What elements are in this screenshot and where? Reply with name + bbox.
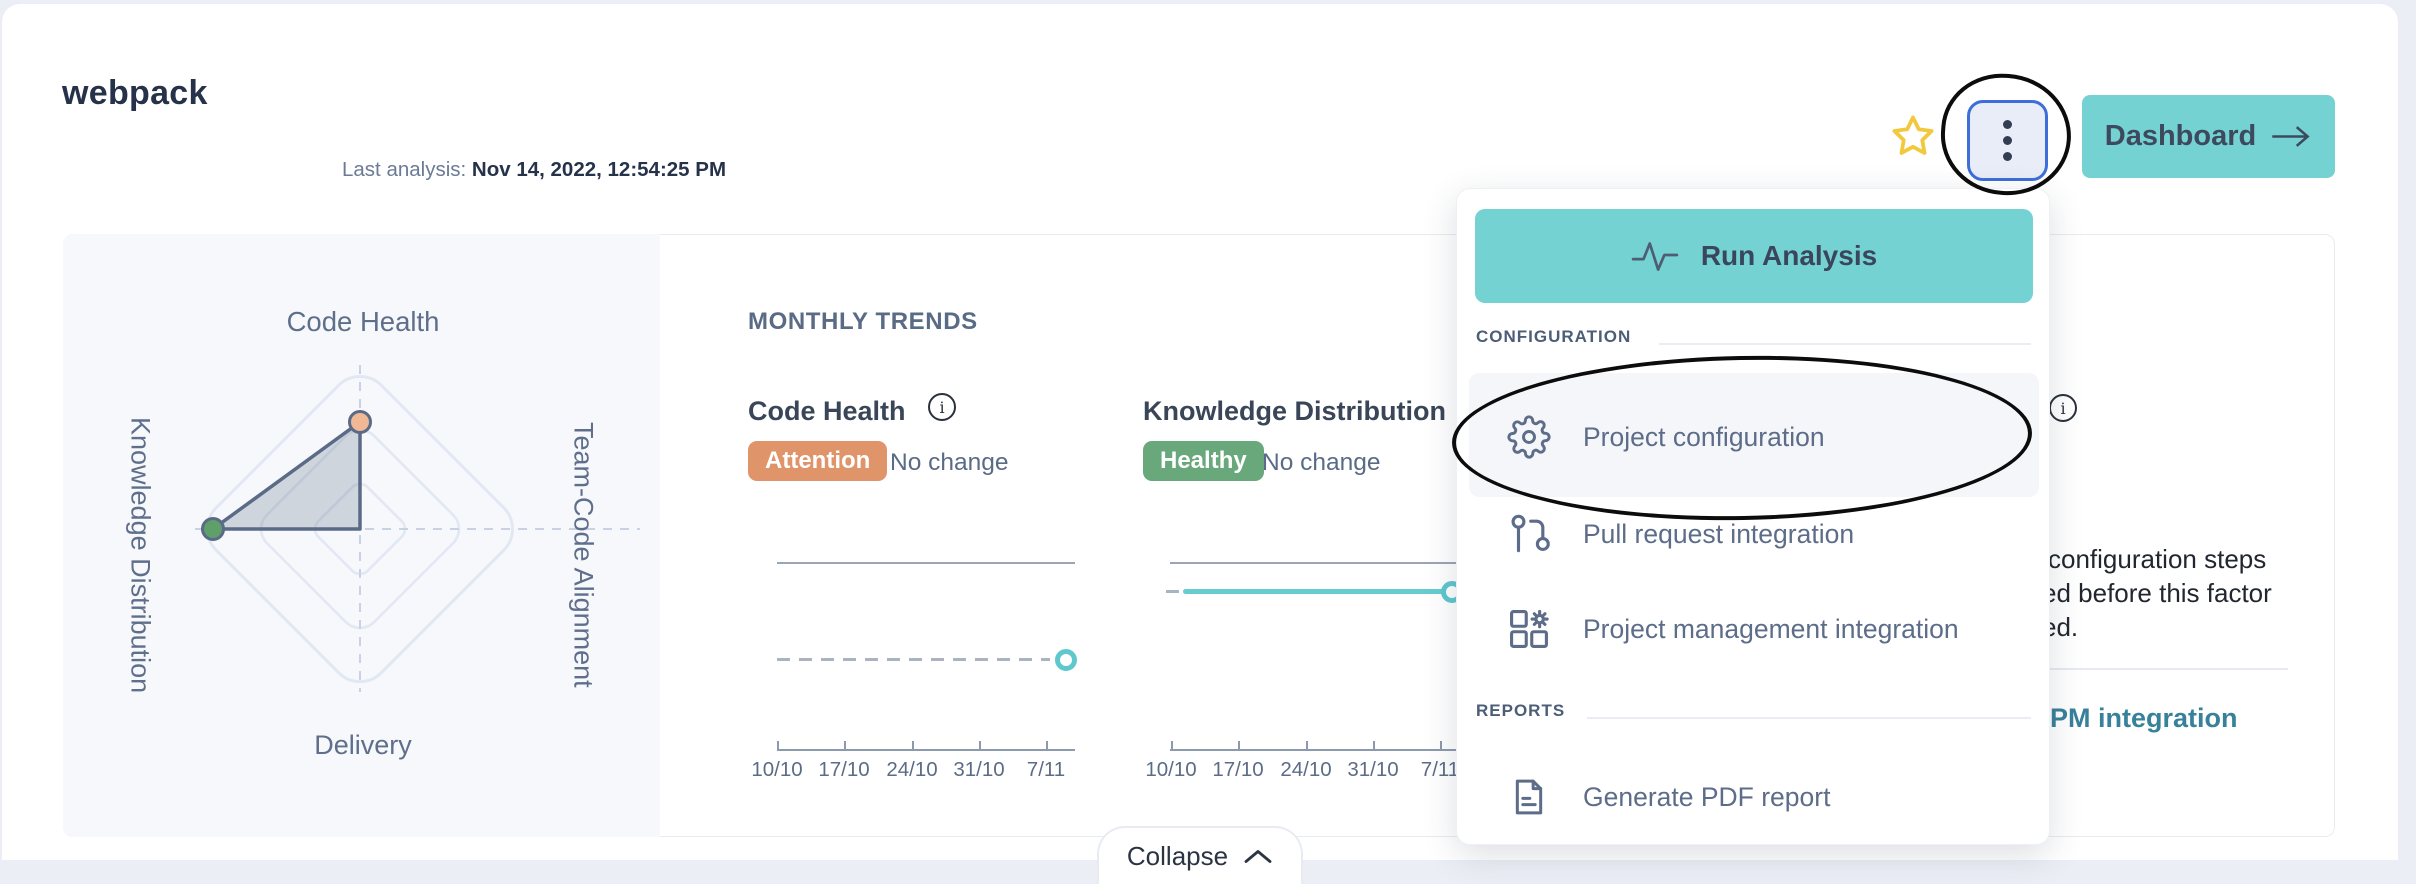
x-axis [777, 749, 1075, 751]
menu-section-configuration: CONFIGURATION [1476, 327, 1632, 346]
menu-item-generate-pdf-report[interactable]: Generate PDF report [1497, 772, 2037, 822]
trend-change-knowledge-distribution: No change [1262, 449, 1381, 476]
pending-config-line: ed before this factor [2042, 578, 2272, 608]
chevron-up-icon [1244, 849, 1272, 863]
last-analysis: Last analysis: Nov 14, 2022, 12:54:25 PM [342, 158, 726, 182]
radar-axis-label-delivery: Delivery [314, 730, 412, 760]
radar-data-polygon [211, 420, 362, 531]
x-tick-label: 10/10 [751, 758, 803, 781]
menu-item-pull-request-integration[interactable]: Pull request integration [1497, 509, 2037, 559]
x-tick [844, 741, 846, 750]
info-icon[interactable]: i [2049, 394, 2077, 422]
x-tick-label: 7/11 [1026, 758, 1066, 781]
info-glyph: i [2060, 398, 2066, 418]
dashboard-button-label: Dashboard [2104, 120, 2257, 152]
radar-grid-ring-outer [205, 374, 515, 684]
x-tick [1171, 741, 1173, 750]
radar-point-code-health [348, 410, 372, 434]
menu-item-label: Project configuration [1583, 421, 1825, 452]
kebab-dot [2003, 152, 2012, 161]
status-badge-attention: Attention [748, 441, 888, 481]
collapse-label: Collapse [1126, 840, 1229, 871]
gear-icon [1507, 412, 1551, 462]
status-badge-healthy: Healthy [1143, 441, 1264, 481]
info-icon[interactable]: i [928, 393, 956, 421]
x-tick [979, 741, 981, 750]
radar-grid-ring-middle [259, 428, 461, 630]
x-tick [1440, 741, 1442, 750]
collapse-button[interactable]: Collapse [1097, 826, 1303, 884]
x-tick [1306, 741, 1308, 750]
x-tick-label: 7/11 [1420, 758, 1460, 781]
x-tick-label: 17/10 [1212, 758, 1264, 781]
trend-title-code-health: Code Health [748, 396, 906, 426]
menu-item-project-configuration[interactable]: Project configuration [1497, 412, 2037, 462]
x-tick-label: 24/10 [1280, 758, 1332, 781]
divider [1587, 717, 2031, 719]
x-tick-label: 31/10 [953, 758, 1005, 781]
sparkline-dash-fragment [1166, 590, 1180, 593]
x-tick-label: 17/10 [818, 758, 870, 781]
x-tick-label: 24/10 [886, 758, 938, 781]
run-analysis-label: Run Analysis [1700, 240, 1878, 271]
radar-panel [63, 234, 660, 837]
kebab-dot [2003, 136, 2012, 145]
divider [2042, 668, 2288, 670]
x-tick [777, 741, 779, 750]
last-analysis-value: Nov 14, 2022, 12:54:25 PM [471, 158, 727, 181]
kebab-dropdown-menu: Run Analysis CONFIGURATION Project confi… [1456, 188, 2050, 845]
pull-request-icon [1507, 509, 1551, 559]
menu-section-reports: REPORTS [1476, 701, 1566, 720]
menu-item-label: Pull request integration [1583, 518, 1855, 549]
x-tick [912, 741, 914, 750]
sparkline-end-marker [1055, 649, 1077, 671]
sparkline-teal-line [1183, 589, 1451, 594]
sparkline-dashed-line [777, 658, 1050, 661]
pm-integration-link[interactable]: PM integration [2050, 703, 2238, 733]
x-tick-label: 10/10 [1145, 758, 1197, 781]
radar-axis-label-code-health: Code Health [286, 306, 440, 337]
run-analysis-button[interactable]: Run Analysis [1475, 209, 2033, 303]
sparkline-reference-line [1170, 562, 1460, 564]
x-tick [1373, 741, 1375, 750]
info-glyph: i [939, 397, 945, 417]
pulse-icon [1631, 242, 1679, 271]
x-tick [1046, 741, 1048, 750]
pending-config-line: configuration steps [2048, 544, 2267, 574]
document-icon [1507, 772, 1551, 822]
trend-change-code-health: No change [890, 449, 1009, 476]
divider [1659, 343, 2031, 345]
menu-item-label: Project management integration [1583, 613, 1959, 644]
kebab-dot [2003, 120, 2012, 129]
radar-point-knowledge-distribution [201, 517, 225, 541]
sparkline-reference-line [777, 562, 1075, 564]
x-tick [1238, 741, 1240, 750]
kebab-menu-button[interactable] [1967, 100, 2048, 181]
radar-axis-label-team-code-alignment: Team-Code Alignment [568, 422, 599, 688]
x-tick-label: 31/10 [1347, 758, 1399, 781]
radar-axis-label-knowledge-distribution: Knowledge Distribution [125, 416, 156, 694]
menu-item-label: Generate PDF report [1583, 781, 1831, 812]
menu-item-highlight [1469, 373, 2039, 497]
monthly-trends-heading: MONTHLY TRENDS [748, 308, 978, 335]
menu-item-project-management-integration[interactable]: Project management integration [1497, 604, 2037, 654]
radar-grid-ring-inner [313, 482, 407, 576]
x-axis [1170, 749, 1460, 751]
trend-title-knowledge-distribution: Knowledge Distribution [1143, 396, 1446, 426]
dashboard-button[interactable]: Dashboard [2082, 95, 2335, 178]
arrow-right-icon [2272, 126, 2310, 147]
last-analysis-label: Last analysis: [342, 158, 467, 181]
grid-gear-icon [1507, 604, 1551, 654]
favorite-star-icon[interactable] [1889, 112, 1937, 160]
radar-chart [195, 365, 640, 692]
page-title: webpack [62, 74, 208, 112]
